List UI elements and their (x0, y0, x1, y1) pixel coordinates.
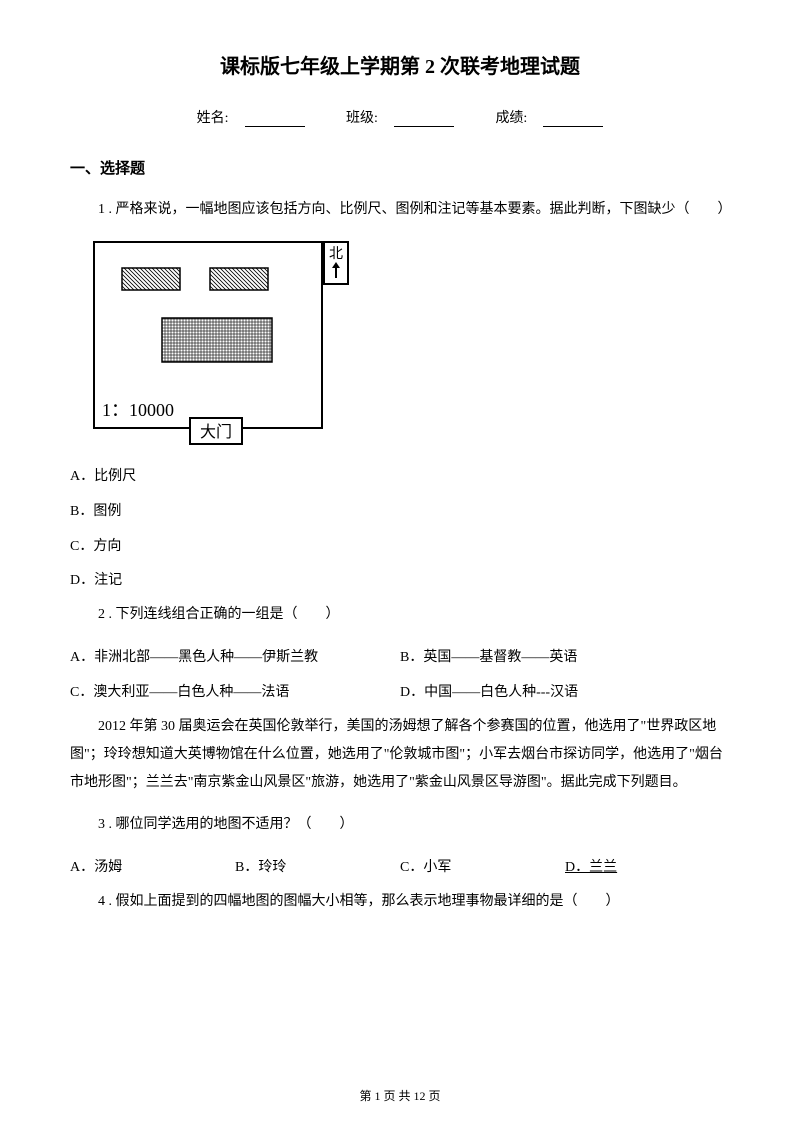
svg-text:北: 北 (329, 246, 343, 262)
q2-optA: A．非洲北部——黑色人种——伊斯兰教 (70, 643, 400, 674)
q2-text: 2 . 下列连线组合正确的一组是（ ） (70, 601, 730, 629)
q3-optD: D．兰兰 (565, 860, 617, 875)
map-figure: 北 1：10000 大门 (90, 238, 350, 448)
page-footer: 第 1 页 共 12 页 (0, 1087, 800, 1104)
q3-optA: A．汤姆 (70, 853, 235, 884)
svg-text:1：10000: 1：10000 (102, 400, 174, 420)
q1-optB: B．图例 (70, 497, 730, 528)
q2-optD: D．中国——白色人种---汉语 (400, 678, 730, 709)
name-label: 姓名: (197, 111, 229, 126)
q2-optB: B．英国——基督教——英语 (400, 643, 730, 674)
q1-optD: D．注记 (70, 566, 730, 597)
score-label: 成绩: (495, 111, 527, 126)
page-title: 课标版七年级上学期第 2 次联考地理试题 (70, 50, 730, 79)
score-blank (543, 111, 603, 127)
q2-row1: A．非洲北部——黑色人种——伊斯兰教 B．英国——基督教——英语 (70, 643, 730, 674)
section-header: 一、选择题 (70, 157, 730, 178)
info-row: 姓名: 班级: 成绩: (70, 107, 730, 127)
q4-text: 4 . 假如上面提到的四幅地图的图幅大小相等，那么表示地理事物最详细的是（ ） (70, 888, 730, 916)
passage: 2012 年第 30 届奥运会在英国伦敦举行，美国的汤姆想了解各个参赛国的位置，… (70, 713, 730, 797)
class-blank (394, 111, 454, 127)
q1-optC: C．方向 (70, 532, 730, 563)
q2-row2: C．澳大利亚——白色人种——法语 D．中国——白色人种---汉语 (70, 678, 730, 709)
svg-text:大门: 大门 (200, 423, 232, 441)
name-blank (245, 111, 305, 127)
q3-optB: B．玲玲 (235, 853, 400, 884)
q2-optC: C．澳大利亚——白色人种——法语 (70, 678, 400, 709)
q3-text: 3 . 哪位同学选用的地图不适用？（ ） (70, 811, 730, 839)
q3-optC: C．小军 (400, 853, 565, 884)
q1-text: 1 . 严格来说，一幅地图应该包括方向、比例尺、图例和注记等基本要素。据此判断，… (70, 196, 730, 224)
q3-row: A．汤姆 B．玲玲 C．小军 D．兰兰 (70, 853, 730, 884)
q1-optA: A．比例尺 (70, 462, 730, 493)
class-label: 班级: (346, 111, 378, 126)
